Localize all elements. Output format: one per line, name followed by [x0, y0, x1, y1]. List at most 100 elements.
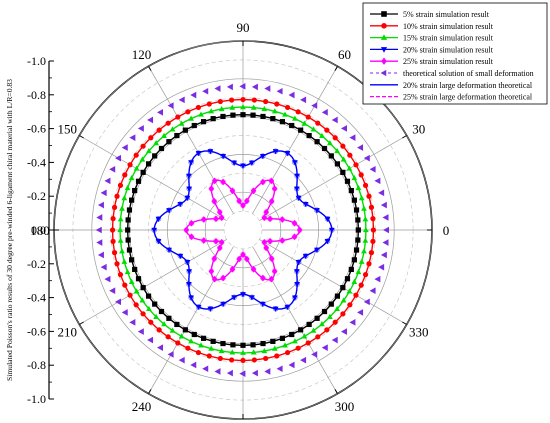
data-point [259, 153, 266, 160]
data-point [293, 186, 300, 192]
data-point [279, 216, 285, 223]
data-point [355, 217, 361, 223]
legend-label: 25% strain large deformation theoretical [403, 93, 533, 102]
data-point [166, 315, 172, 321]
data-point [230, 342, 236, 348]
data-point [270, 116, 276, 122]
radial-tick-label: -0.2 [27, 257, 46, 271]
data-point [219, 214, 225, 222]
data-point [355, 268, 362, 275]
data-point [213, 237, 219, 245]
data-point [111, 204, 118, 210]
data-point [349, 134, 356, 141]
data-point [321, 145, 328, 152]
data-point [217, 355, 223, 362]
data-point [166, 208, 172, 214]
data-point [155, 239, 162, 245]
angle-tick-label: 0 [443, 223, 450, 238]
data-point [378, 189, 385, 197]
data-point [153, 140, 159, 146]
data-point [362, 226, 369, 233]
data-point [214, 85, 221, 92]
data-point [264, 85, 271, 92]
data-point [297, 226, 303, 234]
data-point [226, 83, 233, 91]
data-point [292, 295, 298, 301]
data-point [128, 174, 135, 181]
radial-tick-label: -1.0 [27, 392, 46, 406]
data-point [220, 274, 226, 282]
data-point [382, 239, 389, 246]
data-point [244, 255, 250, 263]
data-point [100, 263, 107, 271]
angle-tick-label: 180 [30, 223, 50, 238]
data-point [370, 238, 376, 244]
data-point [319, 132, 325, 138]
data-point [263, 208, 269, 216]
radial-tick-label: -0.2 [27, 189, 46, 203]
data-point [206, 353, 212, 359]
angle-tick-label: 300 [335, 399, 355, 414]
series-5 [95, 83, 390, 377]
data-point [279, 335, 286, 341]
data-point [240, 251, 246, 258]
data-point [230, 112, 236, 118]
data-point [132, 266, 138, 273]
series-4 [183, 177, 303, 283]
data-point [110, 216, 116, 222]
data-point [152, 301, 158, 307]
data-point [239, 83, 246, 90]
data-point [272, 185, 278, 193]
data-point [96, 239, 103, 246]
data-point [305, 340, 311, 346]
data-point [109, 165, 116, 173]
grid-spoke [148, 246, 234, 394]
data-point [369, 165, 376, 173]
data-point [208, 108, 215, 114]
data-point [133, 165, 140, 171]
legend-entry: 15% strain simulation result [370, 34, 494, 43]
data-point [331, 336, 338, 344]
grid-spoke [148, 66, 234, 214]
data-point [140, 143, 146, 149]
data-point [328, 301, 334, 307]
data-point [231, 160, 238, 166]
grid-spoke [79, 135, 227, 221]
data-point [137, 125, 144, 132]
data-point [301, 333, 308, 339]
legend-label: 20% strain large deformation theoretical [403, 81, 533, 90]
data-point [190, 91, 197, 99]
series-1 [109, 96, 377, 364]
data-point [383, 226, 390, 234]
data-point [331, 116, 338, 124]
data-point [348, 266, 354, 273]
data-point [229, 187, 236, 195]
data-point [211, 255, 217, 263]
angle-tick-label: 60 [338, 47, 351, 62]
data-point [229, 349, 236, 355]
data-point [380, 47, 388, 53]
data-point [198, 111, 204, 117]
data-point [175, 340, 181, 346]
data-point [240, 342, 246, 348]
data-point [190, 361, 197, 369]
data-point [229, 104, 236, 110]
data-point [362, 182, 369, 188]
data-point [285, 104, 291, 111]
data-point [129, 134, 136, 141]
data-point [344, 276, 351, 282]
data-point [261, 347, 268, 354]
data-point [340, 297, 347, 303]
angle-tick-label: 90 [237, 20, 250, 35]
data-point [122, 172, 128, 178]
data-point [208, 185, 214, 193]
angle-tick-label: 330 [409, 325, 429, 340]
data-point [151, 227, 158, 234]
data-point [127, 162, 133, 168]
data-point [201, 237, 207, 244]
angle-tick-label: 150 [57, 122, 77, 137]
data-point [133, 302, 139, 308]
data-point [267, 237, 273, 245]
data-point [314, 208, 320, 214]
data-point [211, 197, 217, 205]
